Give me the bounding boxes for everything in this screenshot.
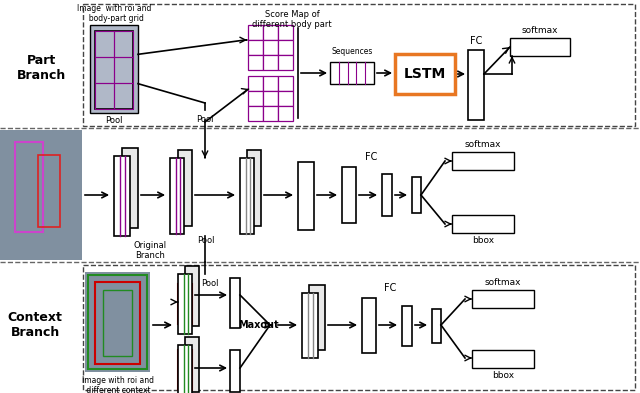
Bar bbox=[178, 350, 192, 390]
Bar bbox=[309, 285, 325, 350]
Bar bbox=[88, 275, 147, 369]
Bar bbox=[0, 130, 82, 260]
Bar bbox=[114, 83, 133, 109]
Bar bbox=[230, 350, 240, 392]
Text: bbox: bbox bbox=[472, 236, 494, 245]
Bar bbox=[248, 25, 263, 40]
Text: Maxout: Maxout bbox=[237, 320, 278, 330]
Bar bbox=[395, 54, 455, 94]
Bar bbox=[263, 25, 278, 40]
Text: FC: FC bbox=[470, 36, 482, 46]
Bar bbox=[103, 290, 132, 356]
Bar bbox=[248, 40, 263, 55]
Bar bbox=[248, 106, 263, 121]
Bar bbox=[263, 76, 278, 91]
Bar bbox=[402, 306, 412, 346]
Bar bbox=[114, 156, 130, 236]
Bar bbox=[278, 40, 293, 55]
Bar bbox=[230, 278, 240, 328]
Bar bbox=[263, 106, 278, 121]
Bar bbox=[452, 215, 514, 233]
Text: softmax: softmax bbox=[465, 140, 501, 149]
Text: Part
Branch: Part Branch bbox=[17, 54, 67, 82]
Bar bbox=[178, 150, 192, 226]
Text: Pool: Pool bbox=[105, 116, 123, 125]
Text: Original
Branch: Original Branch bbox=[133, 241, 166, 261]
Bar bbox=[278, 55, 293, 70]
Bar bbox=[298, 162, 314, 230]
Bar bbox=[240, 158, 254, 234]
Text: FC: FC bbox=[365, 152, 377, 162]
Text: Sequences: Sequences bbox=[332, 47, 372, 56]
Text: Image  with roi and
  body-part grid: Image with roi and body-part grid bbox=[77, 4, 151, 23]
Text: Image with roi and
 different context: Image with roi and different context bbox=[81, 376, 154, 393]
Bar bbox=[432, 309, 441, 343]
Bar bbox=[452, 152, 514, 170]
Bar bbox=[278, 91, 293, 106]
Bar bbox=[278, 25, 293, 40]
Bar bbox=[178, 345, 192, 393]
Bar bbox=[95, 57, 114, 83]
Bar bbox=[342, 167, 356, 223]
Bar bbox=[95, 83, 114, 109]
Bar bbox=[122, 148, 138, 228]
Bar bbox=[114, 31, 133, 57]
Bar bbox=[510, 38, 570, 56]
Text: LSTM: LSTM bbox=[404, 67, 446, 81]
Bar bbox=[472, 290, 534, 308]
Bar bbox=[248, 76, 263, 91]
Bar bbox=[263, 40, 278, 55]
Text: bbox: bbox bbox=[492, 371, 514, 380]
Bar bbox=[412, 177, 421, 213]
Bar bbox=[302, 293, 318, 358]
Bar bbox=[248, 55, 263, 70]
Text: Context
Branch: Context Branch bbox=[8, 311, 63, 339]
Bar bbox=[278, 106, 293, 121]
Text: Score Map of
different body part: Score Map of different body part bbox=[252, 10, 332, 29]
Bar bbox=[278, 76, 293, 91]
Bar bbox=[263, 55, 278, 70]
Bar bbox=[247, 150, 261, 226]
Bar bbox=[472, 350, 534, 368]
Text: Pool: Pool bbox=[197, 236, 215, 245]
Bar bbox=[330, 62, 374, 84]
Bar bbox=[362, 298, 376, 353]
Bar bbox=[170, 158, 184, 234]
Bar bbox=[95, 282, 140, 364]
Bar bbox=[185, 337, 199, 392]
Bar bbox=[15, 142, 43, 232]
Text: Pool: Pool bbox=[201, 279, 219, 288]
Text: FC: FC bbox=[384, 283, 396, 293]
Text: softmax: softmax bbox=[484, 278, 521, 287]
Text: softmax: softmax bbox=[522, 26, 558, 35]
Bar bbox=[95, 31, 133, 109]
Bar bbox=[248, 91, 263, 106]
Bar bbox=[263, 91, 278, 106]
Bar bbox=[95, 31, 114, 57]
Bar bbox=[38, 155, 60, 227]
Bar bbox=[468, 50, 484, 120]
Bar bbox=[185, 266, 199, 326]
Bar bbox=[114, 57, 133, 83]
Bar bbox=[178, 274, 192, 334]
Bar bbox=[90, 25, 138, 113]
Bar bbox=[85, 272, 150, 372]
Bar bbox=[178, 284, 192, 324]
Bar bbox=[382, 174, 392, 216]
Text: Pool: Pool bbox=[196, 115, 214, 124]
